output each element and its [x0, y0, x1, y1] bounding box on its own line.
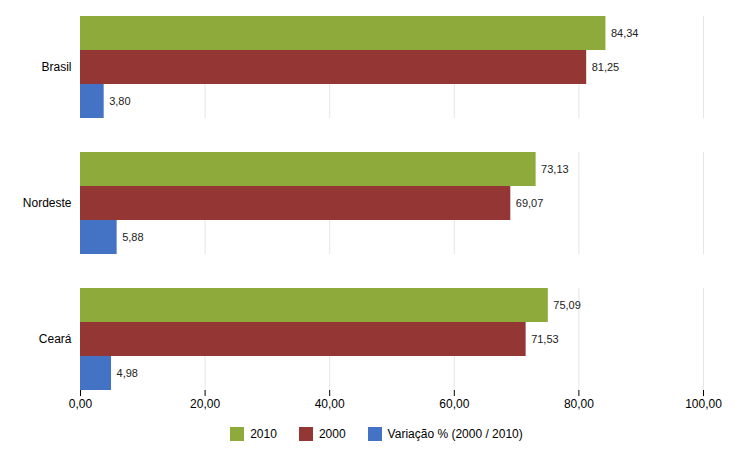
html-text:Variação % (2000 / 2010): Variação % (2000 / 2010)	[387, 427, 523, 441]
svg-text:60,00: 60,00	[439, 397, 469, 411]
svg-text:73,13: 73,13	[541, 163, 569, 175]
svg-text:69,07: 69,07	[516, 197, 544, 209]
svg-text:40,00: 40,00	[315, 397, 345, 411]
svg-text:20,00: 20,00	[190, 397, 220, 411]
svg-text:Nordeste: Nordeste	[23, 196, 72, 210]
svg-text:75,09: 75,09	[553, 299, 581, 311]
html-text:2000: 2000	[318, 427, 346, 441]
svg-text:84,34: 84,34	[611, 27, 639, 39]
svg-text:3,80: 3,80	[109, 95, 130, 107]
svg-text:Brasil: Brasil	[41, 60, 71, 74]
svg-text:5,88: 5,88	[122, 231, 143, 243]
svg-text:4,98: 4,98	[117, 367, 138, 379]
svg-text:0,00: 0,00	[69, 397, 93, 411]
html-text:2010: 2010	[250, 427, 277, 441]
svg-text:81,25: 81,25	[592, 61, 620, 73]
svg-text:100,00: 100,00	[685, 397, 722, 411]
svg-text:80,00: 80,00	[564, 397, 594, 411]
svg-text:71,53: 71,53	[531, 333, 559, 345]
svg-text:Ceará: Ceará	[39, 332, 72, 346]
